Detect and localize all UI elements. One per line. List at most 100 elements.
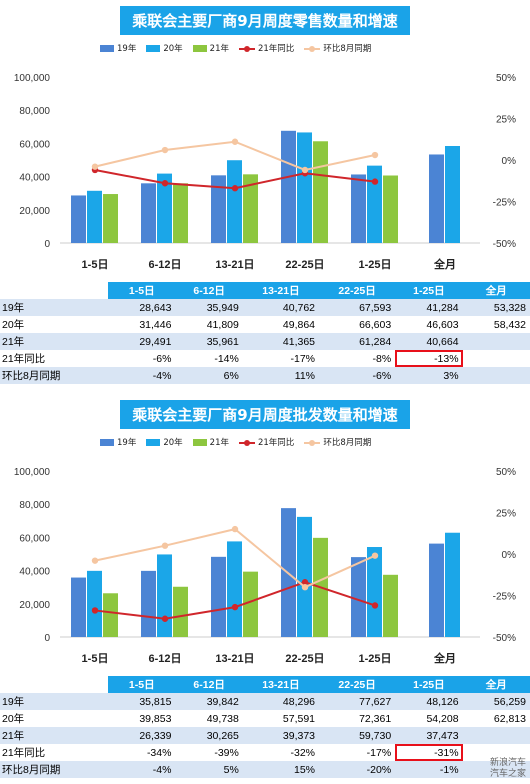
bar [297, 132, 312, 243]
table-cell: 40,664 [395, 333, 463, 350]
table-cell: -34% [108, 744, 176, 761]
bar [383, 175, 398, 243]
legend-label: 21年同比 [257, 44, 295, 54]
table-header-cell: 1-25日 [395, 282, 463, 299]
table-row-label: 20年 [0, 316, 109, 333]
table-row: 20年 31,446 41,809 49,864 66,603 46,603 58,432 [0, 316, 530, 333]
table-row-label: 21年 [0, 333, 109, 350]
legend-label: 环比8月同期 [323, 438, 372, 448]
table-row-label: 环比8月同期 [0, 761, 109, 778]
line-point [231, 138, 239, 145]
chart-legend: 19年 20年 21年 21年同比 环比8月同期 [100, 42, 381, 56]
chart-legend: 19年 20年 21年 21年同比 环比8月同期 [100, 436, 381, 450]
table-cell: 40,762 [242, 299, 320, 316]
wholesale-chart: 乘联会主要厂商9月周度批发数量和增速 19年 20年 21年 21年同比 环比8月同期 … [0, 394, 530, 674]
table-cell: 35,949 [175, 299, 243, 316]
table-cell: 15% [242, 761, 320, 778]
table-cell: 49,864 [242, 316, 320, 333]
table-cell: 66,603 [319, 316, 396, 333]
table-row: 19年 28,643 35,949 40,762 67,593 41,284 53,328 [0, 299, 530, 316]
table-cell [462, 727, 530, 744]
bar [351, 557, 366, 637]
x-category-label: 6-12日 [148, 258, 181, 271]
bar [243, 174, 258, 243]
line-point [301, 166, 309, 174]
line-point [161, 180, 169, 187]
x-category-label: 13-21日 [215, 652, 254, 665]
y2-tick-label: 50% [496, 467, 516, 478]
legend-item: 21年 [192, 42, 229, 54]
legend-swatch [304, 45, 321, 52]
table-cell: 56,259 [462, 693, 530, 710]
bar [313, 141, 328, 243]
table-row-label: 19年 [0, 299, 109, 316]
legend-item: 21年同比 [238, 42, 295, 54]
legend-item: 19年 [100, 42, 136, 54]
table-cell [462, 333, 530, 350]
legend-swatch [304, 439, 321, 446]
retail-chart-svg: 0 20,000 40,000 60,000 80,000 100,000 -50% -25%… [14, 73, 516, 271]
y-tick-label: 20,000 [19, 600, 50, 611]
table-cell: 35,961 [175, 333, 243, 350]
line-point [161, 146, 169, 154]
legend-item: 19年 [100, 436, 136, 448]
table-row-label: 20年 [0, 710, 109, 727]
chart-title: 乘联会主要厂商9月周度零售数量和增速 [120, 6, 410, 35]
line-point [371, 151, 379, 159]
legend-label: 21年同比 [257, 438, 295, 448]
table-cell: 11% [242, 367, 320, 384]
y-tick-label: 0 [44, 239, 50, 250]
legend-swatch [238, 45, 255, 52]
table-cell: 62,813 [462, 710, 530, 727]
line-point [91, 557, 99, 564]
y2-tick-label: 25% [496, 509, 516, 520]
x-category-label: 6-12日 [148, 652, 181, 665]
bar [141, 183, 156, 243]
table-cell: 5% [175, 761, 243, 778]
table-cell: 29,491 [108, 333, 176, 350]
legend-swatch [100, 45, 114, 52]
bar [173, 183, 188, 243]
table-cell: 41,365 [242, 333, 320, 350]
table-row: 19年 35,815 39,842 48,296 77,627 48,126 56,259 [0, 693, 530, 710]
table-row: 21年 29,491 35,961 41,365 61,284 40,664 [0, 333, 530, 350]
table-cell: 58,432 [462, 316, 530, 333]
table-cell: 49,738 [175, 710, 243, 727]
bar [227, 160, 242, 243]
bar [141, 570, 156, 637]
x-category-label: 1-5日 [82, 258, 109, 271]
x-category-label: 全月 [433, 257, 456, 271]
table-header-cell: 22-25日 [319, 676, 396, 693]
table-cell [462, 744, 530, 761]
y2-tick-label: -25% [493, 198, 516, 209]
y-tick-label: 60,000 [19, 139, 50, 150]
table-cell: 48,296 [242, 693, 320, 710]
x-category-label: 全月 [433, 651, 456, 665]
table-cell: 41,284 [395, 299, 463, 316]
bar [367, 165, 382, 243]
y2-tick-label: -25% [493, 592, 516, 603]
table-header-cell: 6-12日 [175, 282, 243, 299]
table-header-row: 1-5日 6-12日 13-21日 22-25日 1-25日 全月 [0, 282, 530, 299]
legend-swatch [146, 439, 161, 446]
line-point [231, 603, 239, 611]
table-cell: 35,815 [108, 693, 176, 710]
table-cell: -6% [108, 350, 176, 367]
legend-label: 19年 [117, 44, 137, 54]
table-row: 20年 39,853 49,738 57,591 72,361 54,208 62,813 [0, 710, 530, 727]
x-category-label: 13-21日 [215, 258, 254, 271]
x-category-label: 1-25日 [358, 652, 391, 665]
watermark: 新浪汽车 汽车之家 [490, 758, 526, 780]
table-cell: -20% [319, 761, 396, 778]
table-cell: -4% [108, 761, 176, 778]
table-cell: 3% [395, 367, 463, 384]
legend-swatch [146, 45, 161, 52]
table-row: 环比8月同期 -4% 5% 15% -20% -1% [0, 761, 530, 778]
retail-table: 1-5日 6-12日 13-21日 22-25日 1-25日 全月 19年 28,643 35,… [0, 282, 530, 384]
table-cell: 6% [175, 367, 243, 384]
line-point [301, 584, 309, 591]
bar [103, 194, 118, 243]
line-point [91, 607, 99, 614]
legend-swatch [238, 439, 255, 446]
line-point [161, 542, 169, 549]
